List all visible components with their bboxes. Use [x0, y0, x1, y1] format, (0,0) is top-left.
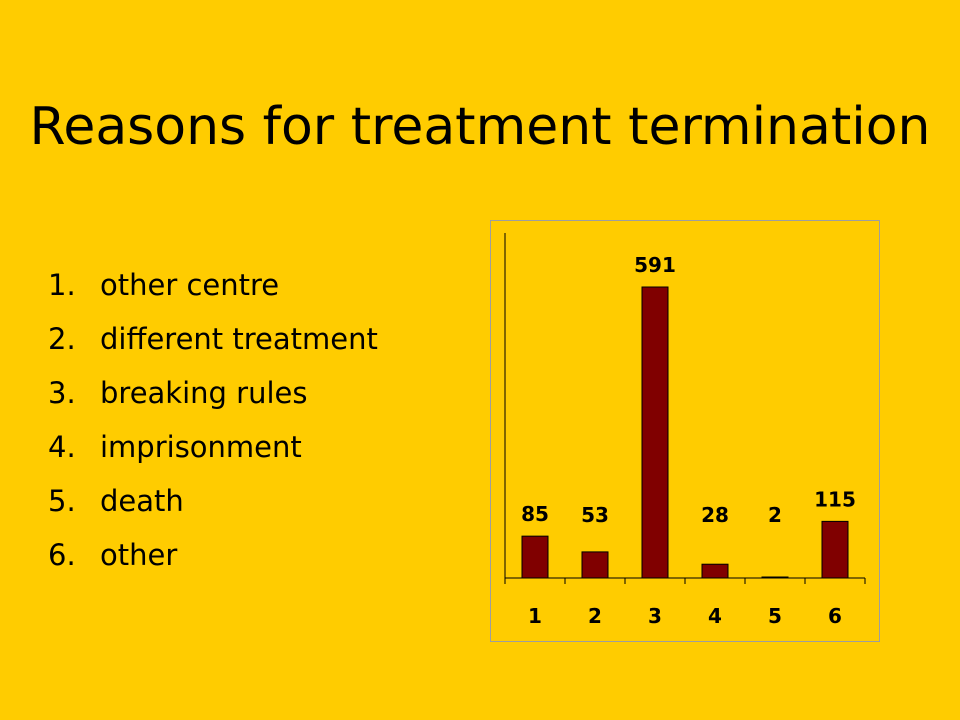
reason-number: 1. — [48, 268, 76, 302]
reason-label: breaking rules — [100, 376, 308, 410]
x-tick-label-4: 4 — [708, 604, 722, 628]
reason-label: other centre — [100, 268, 280, 302]
slide-title: Reasons for treatment termination — [29, 97, 931, 157]
x-tick-label-3: 3 — [648, 604, 662, 628]
data-label-6: 115 — [814, 487, 856, 511]
data-label-3: 591 — [634, 253, 676, 277]
bar-chart: 85 1 53 2 591 3 28 4 2 5 115 6 — [504, 233, 866, 628]
reason-item-2: 2. different treatment — [48, 318, 378, 372]
reason-label: different treatment — [100, 322, 378, 356]
label-layer: 85 1 53 2 591 3 28 4 2 5 115 6 — [521, 253, 856, 628]
bar-3 — [641, 286, 669, 579]
reason-label: death — [100, 484, 184, 518]
reason-number: 4. — [48, 430, 76, 464]
reason-number: 2. — [48, 322, 76, 356]
reason-item-5: 5. death — [48, 480, 378, 534]
x-tick-label-1: 1 — [528, 604, 542, 628]
bar-6 — [821, 520, 849, 579]
reason-item-6: 6. other — [48, 534, 378, 588]
reason-label: imprisonment — [100, 430, 302, 464]
data-label-2: 53 — [581, 503, 609, 527]
bar-2 — [581, 551, 609, 579]
x-tick-label-6: 6 — [828, 604, 842, 628]
bar-4 — [701, 563, 729, 579]
reason-label: other — [100, 538, 178, 572]
data-label-1: 85 — [521, 502, 549, 526]
axis-layer — [504, 233, 866, 584]
reason-item-1: 1. other centre — [48, 264, 378, 318]
reason-number: 6. — [48, 538, 76, 572]
reason-number: 5. — [48, 484, 76, 518]
x-tick-label-2: 2 — [588, 604, 602, 628]
chart-frame: 85 1 53 2 591 3 28 4 2 5 115 6 — [490, 220, 880, 642]
reason-list: 1. other centre 2. different treatment 3. b… — [48, 264, 378, 588]
x-tick-label-5: 5 — [768, 604, 782, 628]
reason-item-3: 3. breaking rules — [48, 372, 378, 426]
data-label-4: 28 — [701, 503, 729, 527]
bar-layer — [521, 286, 849, 579]
reason-number: 3. — [48, 376, 76, 410]
bar-1 — [521, 535, 549, 579]
data-label-5: 2 — [768, 503, 782, 527]
reason-item-4: 4. imprisonment — [48, 426, 378, 480]
